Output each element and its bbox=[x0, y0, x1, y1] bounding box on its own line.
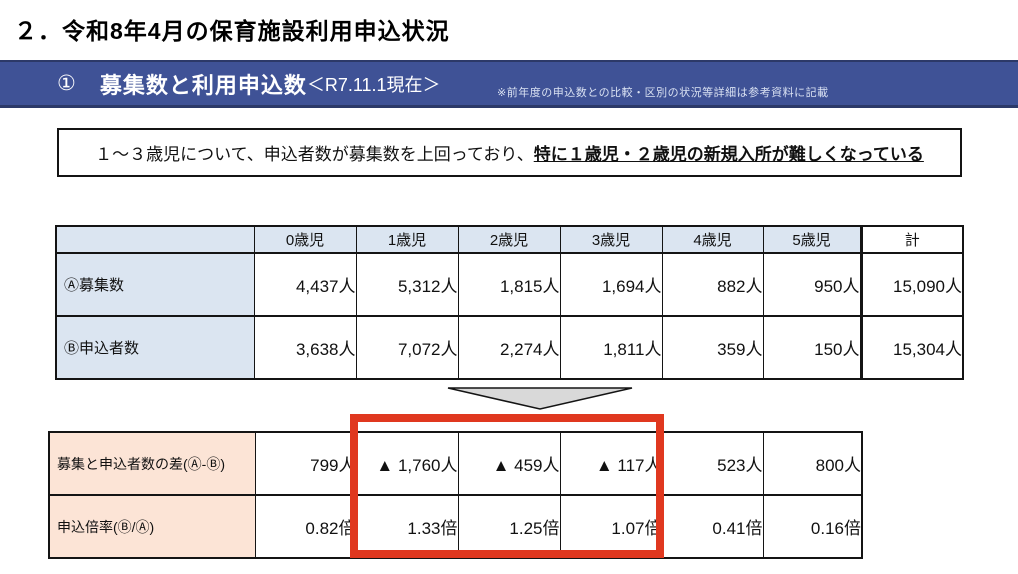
capacity-row-recruit: Ⓐ募集数 4,437人 5,312人 1,815人 1,694人 882人 95… bbox=[55, 252, 964, 317]
diff-row-difference: 募集と申込者数の差(Ⓐ-Ⓑ) 799人 ▲ 1,760人 ▲ 459人 ▲ 11… bbox=[48, 431, 863, 496]
header-cell-age5: 5歳児 bbox=[762, 225, 862, 254]
header-cell-total: 計 bbox=[859, 225, 964, 254]
highlight-frame bbox=[350, 414, 664, 558]
capacity-header-row: 0歳児 1歳児 2歳児 3歳児 4歳児 5歳児 計 bbox=[55, 225, 964, 254]
diff-row-ratio: 申込倍率(Ⓑ/Ⓐ) 0.82倍 1.33倍 1.25倍 1.07倍 0.41倍 … bbox=[48, 494, 863, 559]
header-cell-empty bbox=[55, 225, 255, 254]
header-cell-age1: 1歳児 bbox=[355, 225, 459, 254]
recruit-age4: 882人 bbox=[661, 252, 764, 317]
header-cell-age2: 2歳児 bbox=[457, 225, 561, 254]
recruit-total: 15,090人 bbox=[859, 252, 964, 317]
applicants-age1: 7,072人 bbox=[355, 315, 459, 380]
recruit-age0: 4,437人 bbox=[253, 252, 357, 317]
section-side-note: ※前年度の申込数との比較・区別の状況等詳細は参考資料に記載 bbox=[497, 87, 829, 99]
diff-age0: 799人 bbox=[254, 431, 357, 496]
diff-age5: 800人 bbox=[762, 431, 863, 496]
section-banner-main: ① 募集数と利用申込数 ＜R7.11.1現在＞ bbox=[57, 62, 441, 105]
recruit-age1: 5,312人 bbox=[355, 252, 459, 317]
diff-age2: ▲ 459人 bbox=[457, 431, 561, 496]
recruit-age2: 1,815人 bbox=[457, 252, 561, 317]
header-cell-age0: 0歳児 bbox=[253, 225, 357, 254]
ratio-age0: 0.82倍 bbox=[254, 494, 357, 559]
down-arrow-icon bbox=[447, 387, 633, 410]
row-label-recruit: Ⓐ募集数 bbox=[55, 252, 255, 317]
capacity-table: 0歳児 1歳児 2歳児 3歳児 4歳児 5歳児 計 Ⓐ募集数 4,437人 5,… bbox=[55, 225, 964, 380]
diff-age1: ▲ 1,760人 bbox=[355, 431, 459, 496]
section-banner: ① 募集数と利用申込数 ＜R7.11.1現在＞ ※前年度の申込数との比較・区別の… bbox=[0, 60, 1018, 108]
diff-table: 募集と申込者数の差(Ⓐ-Ⓑ) 799人 ▲ 1,760人 ▲ 459人 ▲ 11… bbox=[48, 431, 863, 559]
section-heading: 募集数と利用申込数 bbox=[99, 72, 307, 98]
applicants-age5: 150人 bbox=[762, 315, 862, 380]
header-cell-age4: 4歳児 bbox=[661, 225, 764, 254]
recruit-age5: 950人 bbox=[762, 252, 862, 317]
applicants-age4: 359人 bbox=[661, 315, 764, 380]
recruit-age3: 1,694人 bbox=[559, 252, 663, 317]
summary-lead-text: １～３歳児について、申込者数が募集数を上回っており、 bbox=[95, 145, 534, 164]
row-label-ratio: 申込倍率(Ⓑ/Ⓐ) bbox=[48, 494, 256, 559]
header-cell-age3: 3歳児 bbox=[559, 225, 663, 254]
row-label-difference: 募集と申込者数の差(Ⓐ-Ⓑ) bbox=[48, 431, 256, 496]
applicants-total: 15,304人 bbox=[859, 315, 964, 380]
summary-box: １～３歳児について、申込者数が募集数を上回っており、 特に１歳児・２歳児の新規入所… bbox=[57, 128, 962, 177]
applicants-age3: 1,811人 bbox=[559, 315, 663, 380]
applicants-age2: 2,274人 bbox=[457, 315, 561, 380]
diff-age3: ▲ 117人 bbox=[559, 431, 663, 496]
page-title: ２．令和8年4月の保育施設利用申込状況 bbox=[14, 18, 450, 44]
ratio-age1: 1.33倍 bbox=[355, 494, 459, 559]
capacity-row-applicants: Ⓑ申込者数 3,638人 7,072人 2,274人 1,811人 359人 1… bbox=[55, 315, 964, 380]
ratio-age4: 0.41倍 bbox=[661, 494, 764, 559]
diff-age4: 523人 bbox=[661, 431, 764, 496]
section-number: ① bbox=[57, 72, 76, 95]
summary-emphasis-text: 特に１歳児・２歳児の新規入所が難しくなっている bbox=[533, 145, 924, 164]
section-date-note: ＜R7.11.1現在＞ bbox=[306, 74, 441, 95]
applicants-age0: 3,638人 bbox=[253, 315, 357, 380]
ratio-age5: 0.16倍 bbox=[762, 494, 863, 559]
row-label-applicants: Ⓑ申込者数 bbox=[55, 315, 255, 380]
